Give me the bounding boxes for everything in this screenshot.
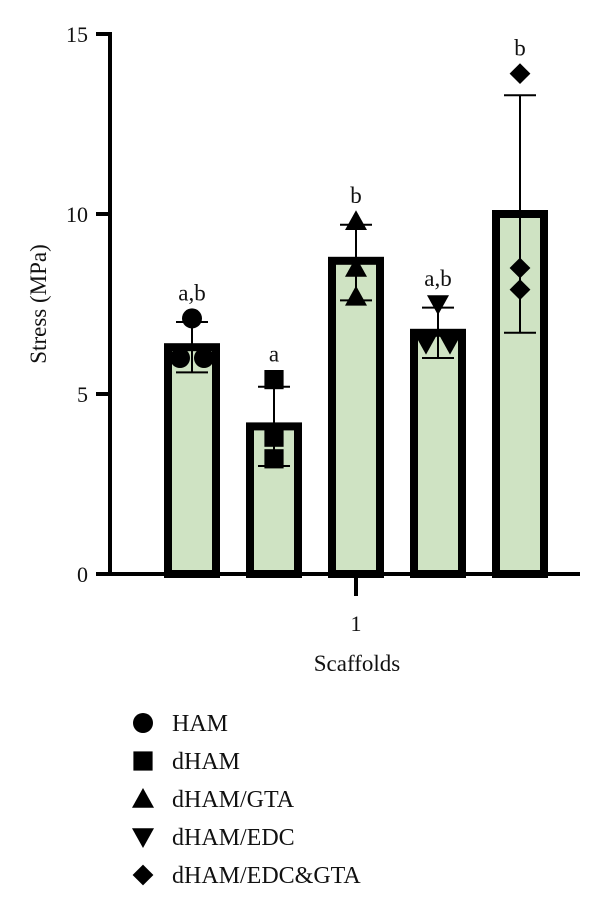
- legend-item: dHAM: [133, 749, 240, 775]
- data-point: [509, 279, 531, 300]
- y-tick-label: 15: [66, 22, 88, 47]
- legend-label: dHAM/GTA: [172, 787, 295, 813]
- significance-label: b: [350, 183, 362, 208]
- data-point: [509, 257, 531, 279]
- data-point: [345, 285, 367, 306]
- bar-group-2: a: [246, 342, 302, 578]
- data-point: [345, 257, 367, 277]
- legend-marker: [132, 828, 154, 848]
- legend-label: dHAM/EDC: [172, 825, 295, 851]
- data-point: [264, 370, 284, 390]
- legend-item: HAM: [133, 711, 228, 737]
- y-tick-label: 10: [66, 202, 88, 227]
- data-point: [427, 295, 449, 315]
- data-point: [194, 348, 214, 368]
- bar-group-1: a,b: [164, 280, 220, 579]
- data-point: [439, 334, 461, 355]
- data-point: [182, 308, 202, 329]
- significance-label: a,b: [178, 280, 205, 305]
- bar-group-3: b: [328, 183, 384, 578]
- data-point: [264, 427, 284, 447]
- data-point: [264, 449, 284, 469]
- bar: [328, 256, 384, 578]
- data-point: [509, 63, 531, 84]
- bar-group-5: b: [492, 36, 548, 578]
- legend-marker: [133, 751, 153, 771]
- legend-item: dHAM/GTA: [132, 787, 295, 813]
- significance-label: a: [269, 342, 279, 367]
- legend-marker: [132, 788, 154, 808]
- data-point: [345, 210, 367, 230]
- bar-group-4: a,b: [410, 266, 466, 578]
- legend-label: HAM: [172, 711, 228, 737]
- data-point: [415, 334, 437, 355]
- y-tick-label: 0: [77, 562, 88, 587]
- significance-label: a,b: [424, 266, 451, 291]
- x-axis-title: Scaffolds: [314, 651, 401, 676]
- legend: HAM dHAM dHAM/GTA dHAM/EDC dHAM/EDC&GTA: [132, 711, 361, 889]
- legend-label: dHAM: [172, 749, 240, 775]
- bars-layer: a,b a b a,b b: [164, 36, 548, 579]
- legend-item: dHAM/EDC&GTA: [132, 863, 361, 889]
- data-point: [170, 348, 190, 368]
- legend-label: dHAM/EDC&GTA: [172, 863, 361, 889]
- axes-layer: 0 5 10 15: [66, 22, 580, 596]
- significance-label: b: [514, 36, 526, 61]
- bar: [164, 343, 220, 579]
- y-axis-title: Stress (MPa): [26, 244, 51, 363]
- y-tick-label: 5: [77, 382, 88, 407]
- legend-marker: [132, 864, 154, 886]
- x-tick-label: 1: [351, 611, 362, 636]
- bar: [410, 328, 466, 578]
- legend-marker: [133, 713, 153, 733]
- legend-item: dHAM/EDC: [132, 825, 295, 851]
